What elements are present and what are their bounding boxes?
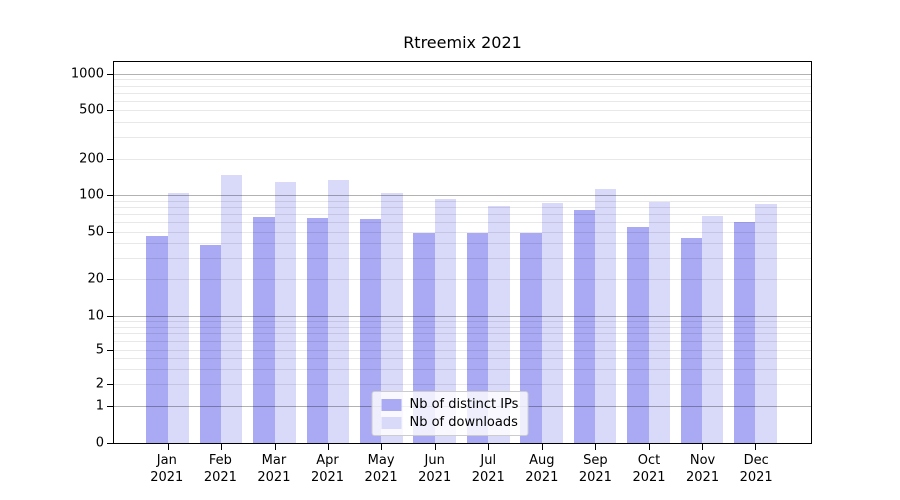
bar-nb-of-downloads [167,193,190,443]
bar-nb-of-distinct-ips [680,238,702,443]
bar-group [248,62,301,450]
x-tick-label: Jul 2021 [471,453,505,485]
x-tick-label: Dec 2021 [739,453,773,485]
x-tick-label: Nov 2021 [686,453,720,485]
bar-nb-of-downloads [274,182,296,443]
bar-nb-of-distinct-ips [413,232,435,443]
y-tick-label: 2 [95,376,104,392]
bar-nb-of-downloads [701,216,724,443]
bar-nb-of-distinct-ips [733,222,756,443]
legend-label-downloads: Nb of downloads [409,415,518,430]
bar-group [675,62,728,450]
bar-nb-of-downloads [648,202,670,443]
x-tick-mark [381,444,383,450]
bar-group [301,62,354,450]
x-tick-mark [434,444,436,450]
bar-nb-of-downloads [327,179,350,443]
y-tick-mark [107,279,113,281]
y-tick-label: 50 [87,224,104,240]
y-tick-mark [107,406,113,408]
bar-nb-of-downloads [541,202,564,443]
bar-group [515,62,568,450]
x-tick-mark [274,444,276,450]
y-tick-mark [107,73,113,75]
x-axis-labels: Jan 2021 Feb 2021 Mar 2021 Apr 2021 May 2021 Jun 20… [113,452,812,486]
y-tick-mark [107,443,113,444]
bar-group [729,62,782,450]
bar-nb-of-downloads [488,206,510,443]
x-tick-label: Jun 2021 [418,453,452,485]
x-tick-mark [648,444,650,450]
y-tick-mark [107,315,113,317]
legend-row-distinct-ips: Nb of distinct IPs [381,397,518,412]
legend-swatch-downloads [381,416,402,429]
bar-group [622,62,675,450]
legend-label-distinct-ips: Nb of distinct IPs [409,397,519,412]
bar-nb-of-distinct-ips [146,235,168,443]
bar-nb-of-distinct-ips [573,210,596,443]
x-tick-label: Sep 2021 [578,453,612,485]
bar-nb-of-downloads [755,204,777,443]
x-tick-label: Jan 2021 [150,453,184,485]
bar-group [568,62,621,450]
bar-nb-of-distinct-ips [520,232,542,443]
y-tick-label: 500 [79,102,104,118]
chart-title: Rtreemix 2021 [403,33,522,52]
x-tick-mark [327,444,329,450]
x-tick-label: May 2021 [364,453,398,485]
y-tick-mark [107,384,113,386]
y-tick-mark [107,195,113,197]
bar-nb-of-distinct-ips [627,226,649,443]
bar-nb-of-downloads [221,175,243,443]
bar-group [408,62,461,450]
x-tick-mark [701,444,703,450]
y-tick-label: 5 [95,342,104,357]
bar-group [194,62,247,450]
y-tick-label: 0 [95,435,104,451]
bar-nb-of-distinct-ips [306,217,328,443]
x-tick-label: Aug 2021 [525,453,559,485]
bar-nb-of-distinct-ips [360,218,382,443]
bar-nb-of-distinct-ips [466,232,489,443]
y-tick-label: 20 [87,271,104,287]
bar-nb-of-distinct-ips [253,217,275,443]
x-tick-mark [221,444,223,450]
x-tick-mark [755,444,757,450]
bar-group [462,62,515,450]
x-tick-mark [488,444,490,450]
plot-area: 0 1 2 5 10 20 50 100 200 500 1000 Nb of distinct I… [71,61,812,451]
y-tick-mark [107,231,113,233]
y-tick-label: 100 [79,187,104,203]
y-tick-mark [107,158,113,160]
y-tick-label: 10 [87,308,104,324]
bar-nb-of-downloads [595,188,617,443]
bar-group [355,62,408,450]
bar-group [141,62,194,450]
bar-nb-of-downloads [434,199,457,443]
legend-swatch-distinct-ips [381,398,402,411]
y-tick-mark [107,349,113,351]
y-tick-label: 1 [95,398,104,414]
x-tick-label: Oct 2021 [632,453,666,485]
bars-container [114,62,811,450]
bar-nb-of-distinct-ips [199,244,222,443]
y-tick-mark [107,110,113,112]
x-tick-label: Apr 2021 [310,453,345,485]
legend: Nb of distinct IPs Nb of downloads [371,391,529,436]
x-tick-mark [167,444,169,450]
y-tick-label: 200 [79,151,104,167]
bar-nb-of-downloads [381,193,403,443]
x-tick-mark [541,444,543,450]
x-tick-label: Mar 2021 [257,453,291,485]
y-tick-label: 1000 [70,66,104,82]
legend-row-downloads: Nb of downloads [381,415,518,430]
x-tick-label: Feb 2021 [203,453,237,485]
x-tick-mark [595,444,597,450]
